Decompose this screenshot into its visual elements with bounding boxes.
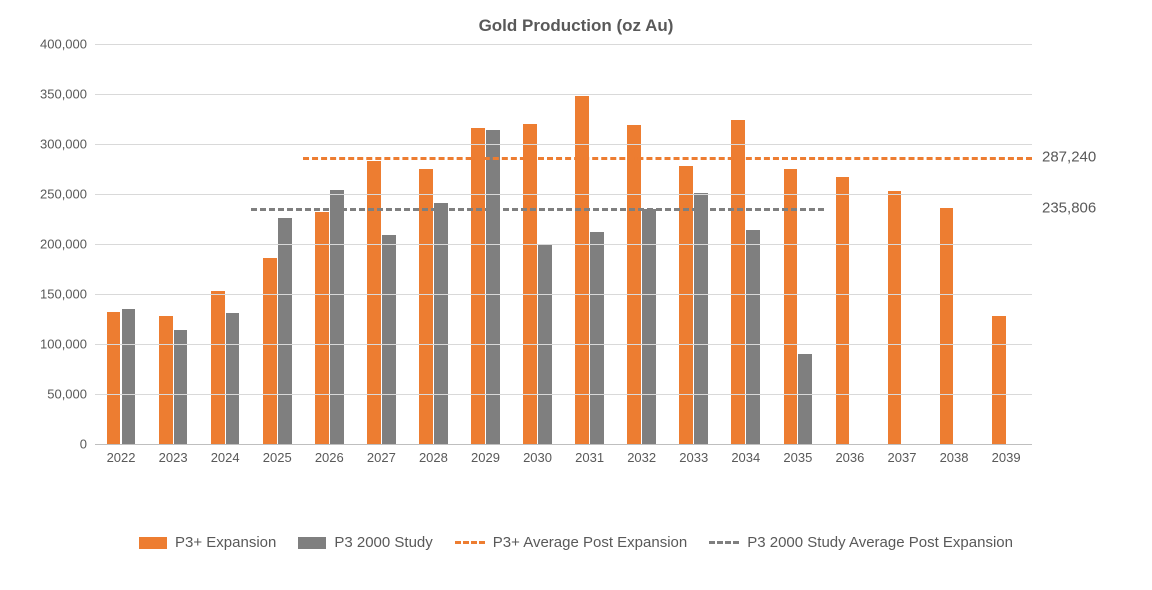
category-slot: 2032 (616, 44, 668, 444)
bar-p3-2000-study (174, 330, 188, 444)
x-tick-label: 2038 (940, 450, 969, 465)
category-slot: 2035 (772, 44, 824, 444)
x-tick-label: 2039 (992, 450, 1021, 465)
bar-p3-expansion (940, 208, 954, 444)
bar-p3-expansion (263, 258, 277, 444)
bar-p3-expansion (731, 120, 745, 444)
plot-frame: 2022202320242025202620272028202920302031… (95, 44, 1032, 484)
y-tick-label: 100,000 (15, 337, 87, 352)
x-tick-label: 2032 (627, 450, 656, 465)
category-slot: 2031 (564, 44, 616, 444)
legend-label: P3 2000 Study (334, 534, 432, 551)
x-tick-label: 2030 (523, 450, 552, 465)
bar-p3-expansion (367, 161, 381, 444)
bar-p3-2000-study (694, 193, 708, 444)
y-tick-label: 350,000 (15, 87, 87, 102)
bar-p3-2000-study (538, 244, 552, 444)
chart-container: Gold Production (oz Au) 2022202320242025… (0, 0, 1152, 590)
bar-p3-expansion (679, 166, 693, 444)
x-tick-label: 2035 (783, 450, 812, 465)
category-slot: 2026 (303, 44, 355, 444)
legend-label: P3 2000 Study Average Post Expansion (747, 534, 1013, 551)
legend-swatch-bar (139, 537, 167, 549)
x-tick-label: 2027 (367, 450, 396, 465)
bar-p3-expansion (159, 316, 173, 444)
bar-p3-2000-study (278, 218, 292, 444)
legend: P3+ Expansion P3 2000 Study P3+ Average Po… (20, 534, 1132, 551)
bar-p3-2000-study (226, 313, 240, 444)
category-slot: 2025 (251, 44, 303, 444)
x-tick-label: 2037 (888, 450, 917, 465)
bar-p3-expansion (523, 124, 537, 444)
legend-item: P3+ Average Post Expansion (455, 534, 687, 551)
x-tick-label: 2031 (575, 450, 604, 465)
category-slot: 2027 (355, 44, 407, 444)
chart-title: Gold Production (oz Au) (20, 16, 1132, 36)
x-tick-label: 2036 (835, 450, 864, 465)
legend-swatch-dash (709, 541, 739, 544)
bar-p3-expansion (315, 212, 329, 444)
bar-p3-2000-study (434, 203, 448, 444)
bar-p3-expansion (419, 169, 433, 444)
legend-swatch-dash (455, 541, 485, 544)
category-slot: 2030 (512, 44, 564, 444)
bar-p3-expansion (836, 177, 850, 444)
bar-p3-2000-study (382, 235, 396, 444)
category-slot: 2022 (95, 44, 147, 444)
bar-p3-expansion (471, 128, 485, 444)
bar-p3-expansion (575, 96, 589, 444)
bar-p3-2000-study (642, 209, 656, 444)
legend-swatch-bar (298, 537, 326, 549)
category-slot: 2034 (720, 44, 772, 444)
bar-p3-expansion (784, 169, 798, 444)
x-tick-label: 2033 (679, 450, 708, 465)
category-slot: 2038 (928, 44, 980, 444)
x-tick-label: 2025 (263, 450, 292, 465)
y-tick-label: 200,000 (15, 237, 87, 252)
bar-p3-2000-study (798, 354, 812, 444)
x-tick-label: 2024 (211, 450, 240, 465)
y-tick-label: 300,000 (15, 137, 87, 152)
category-slot: 2039 (980, 44, 1032, 444)
x-tick-label: 2034 (731, 450, 760, 465)
bar-p3-2000-study (330, 190, 344, 444)
bar-p3-expansion (211, 291, 225, 444)
plot-area: 2022202320242025202620272028202920302031… (95, 44, 1032, 445)
legend-item: P3+ Expansion (139, 534, 276, 551)
legend-label: P3+ Expansion (175, 534, 276, 551)
category-slot: 2036 (824, 44, 876, 444)
x-tick-label: 2028 (419, 450, 448, 465)
bar-p3-2000-study (590, 232, 604, 444)
bar-p3-expansion (992, 316, 1006, 444)
bar-p3-expansion (107, 312, 121, 444)
x-tick-label: 2026 (315, 450, 344, 465)
legend-item: P3 2000 Study Average Post Expansion (709, 534, 1013, 551)
category-slot: 2037 (876, 44, 928, 444)
category-slot: 2029 (459, 44, 511, 444)
y-tick-label: 150,000 (15, 287, 87, 302)
y-tick-label: 0 (15, 437, 87, 452)
category-slot: 2028 (407, 44, 459, 444)
bar-p3-2000-study (746, 230, 760, 444)
category-slot: 2033 (668, 44, 720, 444)
x-tick-label: 2022 (107, 450, 136, 465)
x-tick-label: 2023 (159, 450, 188, 465)
category-slot: 2023 (147, 44, 199, 444)
legend-label: P3+ Average Post Expansion (493, 534, 687, 551)
y-tick-label: 250,000 (15, 187, 87, 202)
category-slot: 2024 (199, 44, 251, 444)
y-tick-label: 400,000 (15, 37, 87, 52)
x-tick-label: 2029 (471, 450, 500, 465)
y-tick-label: 50,000 (15, 387, 87, 402)
bar-p3-2000-study (486, 130, 500, 444)
bar-p3-2000-study (122, 309, 136, 444)
average-line-label: 287,240 (1042, 148, 1096, 165)
bar-p3-expansion (627, 125, 641, 444)
bar-p3-expansion (888, 191, 902, 444)
average-line-label: 235,806 (1042, 200, 1096, 217)
bars-layer: 2022202320242025202620272028202920302031… (95, 44, 1032, 444)
legend-item: P3 2000 Study (298, 534, 432, 551)
